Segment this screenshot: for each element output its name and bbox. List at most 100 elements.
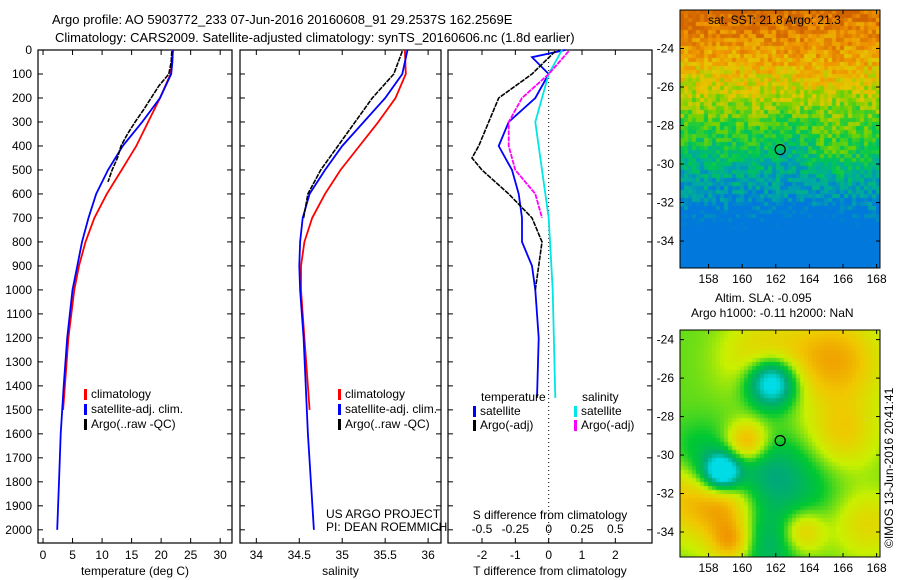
title-line-1: Argo profile: AO 5903772_233 07-Jun-2016… <box>52 12 513 27</box>
x-tick-label: 10 <box>95 548 109 562</box>
x-tick-label: 30 <box>214 548 228 562</box>
map-lon-label: 160 <box>732 561 752 575</box>
pi-label: PI: DEAN ROEMMICH <box>326 520 447 534</box>
series-line-climatology <box>300 49 407 410</box>
map-lon-label: 162 <box>766 272 786 286</box>
series-line-argo-raw-qc- <box>302 50 404 219</box>
y-tick-label: 1500 <box>5 403 32 417</box>
argo-location-marker <box>774 435 786 447</box>
x-tick-label: 15 <box>125 548 139 562</box>
x-tick-label: 35.5 <box>373 548 397 562</box>
legend-title-salinity: salinity <box>582 390 619 404</box>
map-lon-label: 166 <box>833 561 853 575</box>
map-lat-label: -26 <box>657 371 675 385</box>
series-line-satellite-adj-clim- <box>56 49 174 530</box>
x-axis-label: salinity <box>322 564 359 578</box>
map-lat-label: -28 <box>657 410 675 424</box>
legend-swatch <box>84 419 87 430</box>
legend-label: satellite <box>480 404 521 418</box>
map-lon-label: 166 <box>833 272 853 286</box>
map-lat-label: -34 <box>657 234 675 248</box>
sla-map-title: Altim. SLA: -0.095 <box>715 291 812 305</box>
y-tick-label: 1600 <box>5 427 32 441</box>
x-tick-label: 0 <box>545 548 552 562</box>
y-tick-label: 1000 <box>5 283 32 297</box>
y-tick-label: 800 <box>12 235 32 249</box>
legend-swatch <box>473 420 476 431</box>
map-lat-label: -30 <box>657 157 675 171</box>
y-tick-label: 200 <box>12 91 32 105</box>
y-tick-label: 1800 <box>5 475 32 489</box>
series-line-t-satellite <box>497 49 566 398</box>
sla-map-frame <box>679 329 881 558</box>
map-lon-label: 160 <box>732 272 752 286</box>
x-axis-label: T difference from climatology <box>473 564 627 578</box>
y-tick-label: 1400 <box>5 379 32 393</box>
imos-stamp: ©IMOS 13-Jun-2016 20:41:41 <box>882 387 896 548</box>
map-lat-label: -34 <box>657 525 675 539</box>
x-tick-label: 20 <box>154 548 168 562</box>
x-tick-label: 34.5 <box>288 548 312 562</box>
x-tick-label: -2 <box>477 548 488 562</box>
series-line-t-argo-adj- <box>471 50 556 291</box>
salinity-frame <box>239 49 442 544</box>
s-tick-label: 0.5 <box>607 522 624 536</box>
legend-swatch <box>338 404 341 415</box>
x-tick-label: 0 <box>40 548 47 562</box>
x-tick-label: 25 <box>184 548 198 562</box>
legend-swatch <box>338 389 341 400</box>
legend-label: Argo(..raw -QC) <box>91 417 176 431</box>
series-line-satellite-adj-clim- <box>298 49 409 530</box>
y-tick-label: 300 <box>12 115 32 129</box>
title-line-2: Climatology: CARS2009. Satellite-adjuste… <box>55 30 575 45</box>
x-tick-label: 35 <box>336 548 350 562</box>
sla-map-subtitle: Argo h1000: -0.11 h2000: NaN <box>691 306 854 320</box>
legend-label: climatology <box>91 387 151 401</box>
y-tick-label: 1200 <box>5 331 32 345</box>
y-tick-label: 700 <box>12 211 32 225</box>
y-tick-label: 1300 <box>5 355 32 369</box>
legend-label: Argo(..raw -QC) <box>345 417 430 431</box>
x-tick-label: 5 <box>69 548 76 562</box>
map-lon-label: 162 <box>766 561 786 575</box>
map-lat-label: -32 <box>657 487 675 501</box>
x-tick-label: -1 <box>510 548 521 562</box>
s-tick-label: -0.25 <box>502 522 530 536</box>
x-tick-label: 1 <box>579 548 586 562</box>
legend-swatch <box>338 419 341 430</box>
map-lat-label: -24 <box>657 42 675 56</box>
legend-label: Argo(-adj) <box>581 418 634 432</box>
difference-frame <box>447 49 653 544</box>
legend-swatch <box>84 404 87 415</box>
x-tick-label: 34 <box>250 548 264 562</box>
map-lat-label: -26 <box>657 80 675 94</box>
legend-label: climatology <box>345 387 405 401</box>
sla-map-image <box>680 330 880 557</box>
s-tick-label: 0 <box>545 522 552 536</box>
legend-label: satellite-adj. clim. <box>91 402 183 416</box>
legend-swatch <box>473 406 476 417</box>
s-axis-label: S difference from climatology <box>473 508 628 522</box>
y-tick-label: 0 <box>25 43 32 57</box>
legend-label: satellite <box>581 404 622 418</box>
map-lon-label: 164 <box>799 272 819 286</box>
s-tick-label: 0.25 <box>570 522 594 536</box>
argo-location-marker <box>774 143 786 156</box>
legend-swatch <box>84 389 87 400</box>
s-tick-label: -0.5 <box>472 522 493 536</box>
x-tick-label: 2 <box>612 548 619 562</box>
map-lon-label: 158 <box>699 561 719 575</box>
y-tick-label: 1100 <box>6 307 32 321</box>
sst-map-frame <box>679 9 881 269</box>
y-tick-label: 100 <box>12 67 32 81</box>
legend-label: satellite-adj. clim. <box>345 402 437 416</box>
project-label: US ARGO PROJECT <box>326 507 441 521</box>
y-tick-label: 1900 <box>5 499 32 513</box>
map-lat-label: -30 <box>657 448 675 462</box>
legend-title-temperature: temperature <box>481 390 546 404</box>
map-lat-label: -28 <box>657 119 675 133</box>
sst-map-image <box>680 10 880 268</box>
legend-swatch <box>574 406 577 417</box>
